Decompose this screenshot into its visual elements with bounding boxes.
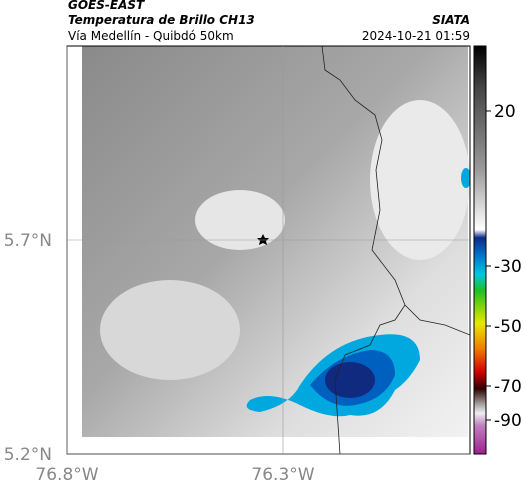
colorbar-tick-label: -50 [494, 317, 522, 337]
colorbar-tick-label: 20 [494, 102, 516, 122]
product: Temperatura de Brillo CH13 [68, 13, 255, 27]
satellite: GOES-EAST [68, 0, 145, 12]
lon-tick-label: 76.3°W [251, 465, 314, 485]
lat-tick-label: 5.7°N [4, 231, 52, 251]
lat-tick-label: 5.2°N [4, 445, 52, 465]
region: Vía Medellín - Quibdó 50km [68, 29, 234, 43]
colorbar [473, 45, 487, 455]
datetime: 2024-10-21 01:59 [362, 29, 470, 43]
lon-tick-label: 76.8°W [35, 465, 98, 485]
colorbar-tick-label: -70 [494, 377, 522, 397]
source: SIATA [432, 13, 470, 27]
map-image [82, 46, 470, 454]
colorbar-tick-label: -30 [494, 257, 522, 277]
city-marker [257, 234, 269, 245]
colorbar-tick-label: -90 [494, 411, 522, 431]
